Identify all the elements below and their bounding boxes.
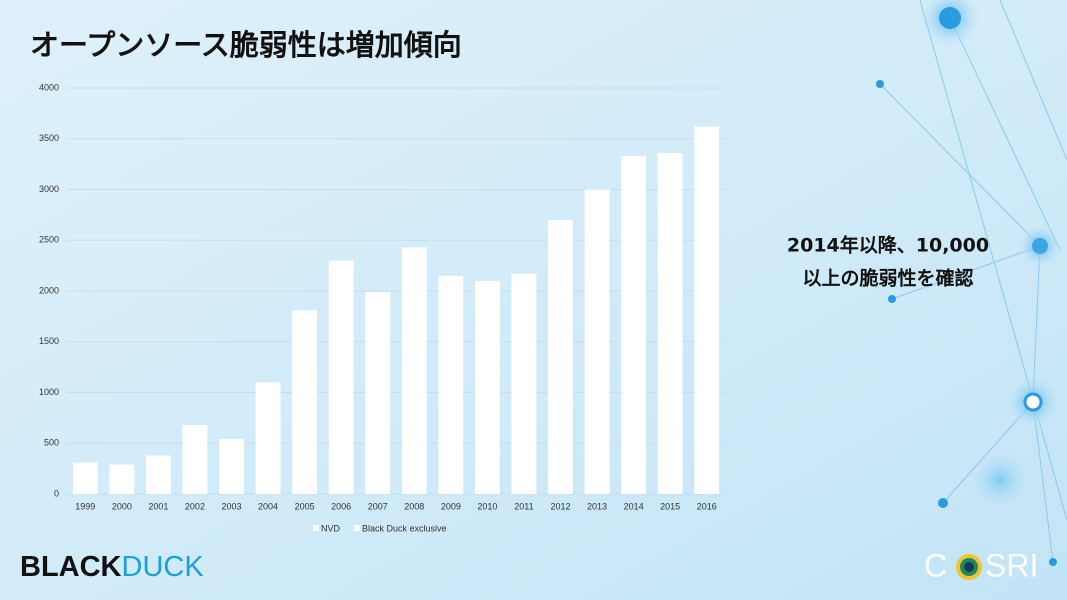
logo-text: C (924, 547, 947, 583)
bar (694, 126, 720, 494)
x-tick-label: 2001 (148, 501, 168, 511)
logo-bold: BLACK (20, 551, 122, 583)
network-nodes (876, 0, 1062, 566)
bar (365, 292, 391, 494)
annotation: 以上の脆弱性を確認 (802, 267, 973, 290)
x-tick-label: 2013 (587, 501, 607, 511)
bar (72, 462, 98, 494)
annotation: 2014年以降、10,000 (787, 234, 989, 257)
bar (145, 455, 171, 494)
legend-swatch (354, 525, 361, 531)
y-tick-label: 3500 (39, 133, 59, 143)
x-tick-label: 2005 (295, 501, 315, 511)
bar (548, 219, 573, 494)
y-tick-label: 2000 (39, 285, 59, 295)
logo-light: DUCK (122, 551, 205, 583)
x-tick-label: 2011 (514, 501, 533, 511)
x-tick-label: 2003 (221, 501, 241, 511)
bar (328, 260, 354, 494)
x-tick-label: 2006 (331, 501, 351, 511)
x-tick-label: 2008 (404, 501, 424, 511)
legend-label: Black Duck exclusive (362, 523, 447, 533)
bar (438, 275, 464, 494)
logo-text: SRI (985, 547, 1038, 583)
bar (474, 280, 500, 494)
y-tick-label: 4000 (39, 82, 59, 92)
bar (292, 310, 318, 494)
bar (657, 152, 683, 494)
bar (182, 424, 208, 494)
y-tick-label: 1000 (39, 387, 59, 397)
x-tick-label: 2016 (697, 501, 717, 511)
bar (584, 189, 610, 494)
x-tick-label: 2000 (112, 501, 132, 511)
logo-icon (956, 554, 982, 580)
bar (511, 273, 537, 494)
network-decoration (879, 0, 1067, 563)
bar (109, 464, 135, 494)
bar (255, 382, 281, 494)
x-tick-label: 2010 (477, 501, 497, 511)
y-tick-label: 1500 (39, 336, 59, 346)
legend-swatch (313, 525, 319, 531)
y-tick-label: 0 (54, 488, 59, 498)
x-tick-label: 2012 (550, 501, 570, 511)
bar (621, 156, 647, 494)
y-tick-label: 500 (44, 438, 59, 448)
x-tick-label: 1999 (75, 501, 95, 511)
chart-title: オープンソース脆弱性は増加傾向 (30, 28, 462, 62)
x-tick-label: 2014 (624, 501, 644, 511)
x-tick-label: 2009 (441, 501, 461, 511)
x-tick-label: 2002 (185, 501, 205, 511)
x-tick-label: 2007 (368, 501, 388, 511)
y-tick-label: 3000 (39, 184, 59, 194)
bar (401, 247, 427, 494)
y-tick-label: 2500 (39, 235, 59, 245)
legend-label: NVD (321, 523, 341, 533)
x-tick-label: 2004 (258, 501, 278, 511)
bar (219, 439, 244, 494)
x-tick-label: 2015 (660, 501, 680, 511)
logo-text: BLACKDUCK (20, 551, 204, 583)
